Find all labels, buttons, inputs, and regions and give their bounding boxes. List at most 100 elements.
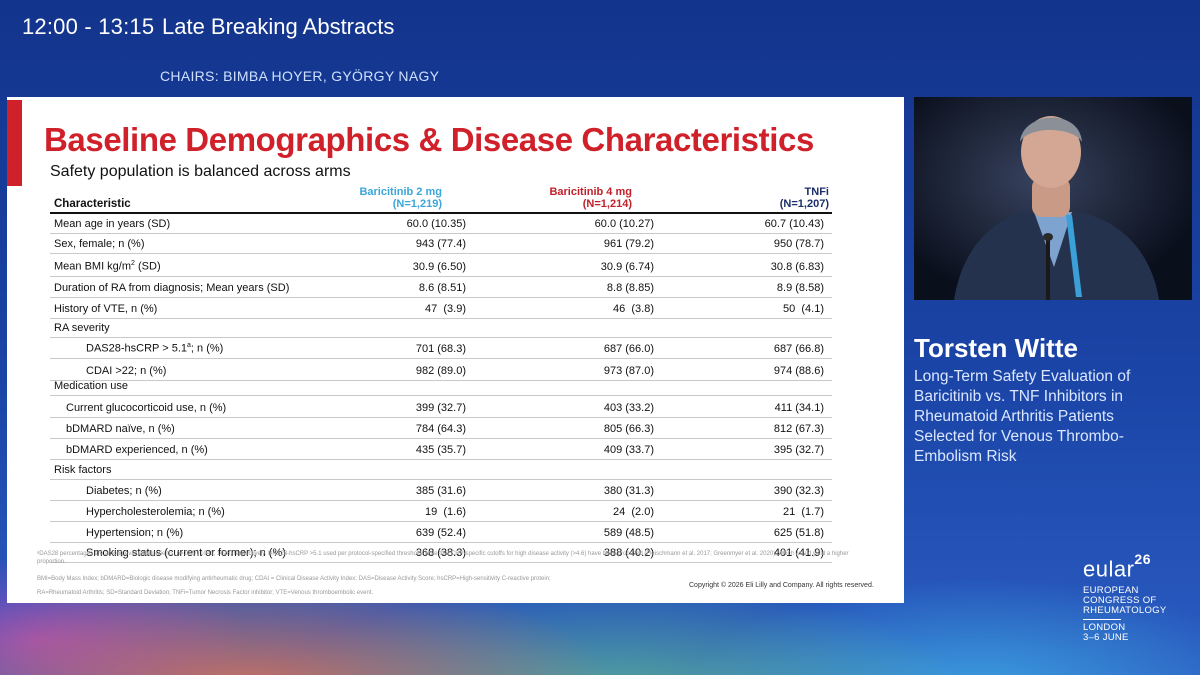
cell-arm1: 399 (32.7) [415, 402, 466, 414]
cell-arm3: 21 (1.7) [783, 506, 824, 518]
brand-city: LONDON [1083, 622, 1126, 634]
cell-arm3: 30.8 (6.83) [770, 261, 824, 273]
cell-arm3: 625 (51.8) [773, 527, 824, 539]
table-row: Risk factors [50, 459, 832, 480]
speaker-video-frame [914, 97, 1192, 300]
row-label: Mean BMI kg/m2 (SD) [54, 260, 161, 273]
table-row: Smoking status (current or former); n (%… [50, 541, 832, 563]
table-row: bDMARD experienced, n (%) 435 (35.7) 409 (… [50, 438, 832, 460]
cell-arm1: 982 (89.0) [415, 365, 466, 377]
row-label: Duration of RA from diagnosis; Mean year… [54, 282, 290, 294]
header-characteristic: Characteristic [54, 198, 131, 210]
table-row: Diabetes; n (%) 385 (31.6) 380 (31.3) 390 (… [50, 479, 832, 501]
slide-title: Baseline Demographics & Disease Characte… [44, 121, 814, 158]
row-label: bDMARD naïve, n (%) [66, 423, 175, 435]
logo-year: 26 [1134, 551, 1151, 567]
talk-title: Long-Term Safety Evaluation of Baricitin… [914, 368, 1131, 465]
slide-subtitle: Safety population is balanced across arm… [50, 163, 351, 180]
row-label: bDMARD experienced, n (%) [66, 444, 208, 456]
cell-arm3: 8.9 (8.58) [776, 282, 824, 294]
row-label: Risk factors [54, 464, 112, 476]
row-label: DAS28-hsCRP > 5.1a; n (%) [86, 342, 223, 355]
cell-arm2: 973 (87.0) [603, 365, 654, 377]
cell-arm2: 403 (33.2) [603, 402, 654, 414]
cell-arm1: 385 (31.6) [415, 485, 466, 497]
row-label-text: DAS28-hsCRP > 5.1 [86, 343, 187, 355]
presentation-slide: Baseline Demographics & Disease Characte… [7, 97, 904, 603]
row-label: Medication use [54, 380, 128, 392]
header-arm-baricitinib-4mg: Baricitinib 4 mg (N=1,214) [482, 186, 632, 210]
brand-line-2: CONGRESS OF [1083, 595, 1157, 607]
cell-arm3: 950 (78.7) [773, 238, 824, 250]
cell-arm3: 411 (34.1) [774, 402, 824, 414]
row-label: RA severity [54, 322, 110, 334]
row-label-superscript: 2 [131, 260, 135, 268]
cell-arm1: 19 (1.6) [425, 506, 466, 518]
brand-line-1: EUROPEAN [1083, 585, 1139, 597]
speaker-video [914, 97, 1192, 300]
cell-arm3: 60.7 (10.43) [764, 217, 824, 230]
cell-arm2: 60.0 (10.27) [594, 217, 654, 230]
cell-arm1: 639 (52.4) [415, 527, 466, 539]
cell-arm2: 961 (79.2) [603, 238, 654, 250]
cell-arm2: 24 (2.0) [613, 506, 654, 518]
table-row: Duration of RA from diagnosis; Mean year… [50, 276, 832, 298]
table-row: bDMARD naïve, n (%) 784 (64.3) 805 (66.3) 8… [50, 417, 832, 439]
row-label: History of VTE, n (%) [54, 303, 158, 315]
cell-arm3: 687 (66.8) [773, 343, 824, 355]
row-label-superscript: a [187, 342, 191, 350]
cell-arm2: 805 (66.3) [603, 423, 654, 435]
session-chairs: CHAIRS: BIMBA HOYER, GYÖRGY NAGY [160, 68, 440, 84]
row-label: Hypercholesterolemia; n (%) [86, 506, 225, 518]
cell-arm1: 943 (77.4) [415, 238, 466, 250]
cell-arm3: 974 (88.6) [773, 365, 824, 377]
table-row: CDAI >22; n (%) 982 (89.0) 973 (87.0) 974 (… [50, 358, 832, 381]
header-arm-tnfi: TNFi (N=1,207) [679, 186, 829, 210]
arm1-n: (N=1,219) [392, 198, 442, 210]
table-row: Medication use [50, 380, 832, 396]
table-row: Current glucocorticoid use, n (%) 399 (32… [50, 395, 832, 418]
brand-line-3: RHEUMATOLOGY [1083, 605, 1167, 617]
row-label: CDAI >22; n (%) [86, 365, 167, 377]
row-label: Sex, female; n (%) [54, 238, 145, 250]
eular-logo: eular26 [1083, 551, 1166, 582]
brand-dates: 3–6 JUNE [1083, 632, 1129, 644]
cell-arm2: 8.8 (8.85) [606, 282, 654, 294]
row-label: Diabetes; n (%) [86, 485, 162, 497]
cell-arm3: 390 (32.3) [773, 485, 824, 497]
arm2-n: (N=1,214) [582, 198, 632, 210]
cell-arm3: 395 (32.7) [773, 444, 824, 456]
brand-divider [1083, 619, 1121, 621]
arm1-name: Baricitinib 2 mg [359, 186, 442, 198]
cell-arm2: 589 (48.5) [603, 527, 654, 539]
cell-arm1: 60.0 (10.35) [406, 217, 466, 230]
arm3-name: TNFi [804, 186, 829, 198]
speaker-name: Torsten Witte [914, 333, 1078, 363]
cell-arm1: 30.9 (6.50) [412, 261, 466, 273]
cell-arm1: 368 (38.3) [415, 547, 466, 559]
row-label: Mean age in years (SD) [54, 217, 171, 230]
cell-arm1: 47 (3.9) [425, 303, 466, 315]
row-label-text: Mean BMI kg/m [54, 261, 132, 273]
cell-arm1: 8.6 (8.51) [418, 282, 466, 294]
cell-arm2: 687 (66.0) [603, 343, 654, 355]
cell-arm1: 435 (35.7) [415, 444, 466, 456]
cell-arm1: 701 (68.3) [415, 343, 466, 355]
table-row: Sex, female; n (%) 943 (77.4) 961 (79.2) 95… [50, 233, 832, 254]
cell-arm3: 812 (67.3) [773, 423, 824, 435]
cell-arm2: 380 (31.3) [603, 485, 654, 497]
row-label: Current glucocorticoid use, n (%) [66, 402, 227, 414]
row-label: Smoking status (current or former); n (%… [86, 547, 286, 559]
cell-arm2: 388 (40.2) [603, 547, 654, 559]
cell-arm2: 30.9 (6.74) [600, 261, 654, 273]
table-row: Mean age in years (SD) 60.0 (10.35) 60.0 (… [50, 212, 832, 234]
row-label: Hypertension; n (%) [86, 527, 184, 539]
slide-accent-bar [7, 100, 22, 186]
footnote-abbrev-1: BMI=Body Mass Index; bDMARD=Biologic dis… [37, 576, 551, 582]
eular-branding: eular26 EUROPEAN CONGRESS OF RHEUMATOLOG… [1083, 551, 1167, 644]
table-row: History of VTE, n (%) 47 (3.9) 46 (3.8) 50 … [50, 297, 832, 319]
session-title: Late Breaking Abstracts [162, 14, 395, 39]
cell-arm3: 401 (41.9) [773, 547, 824, 559]
cell-arm3: 50 (4.1) [783, 303, 824, 315]
arm2-name: Baricitinib 4 mg [549, 186, 632, 198]
